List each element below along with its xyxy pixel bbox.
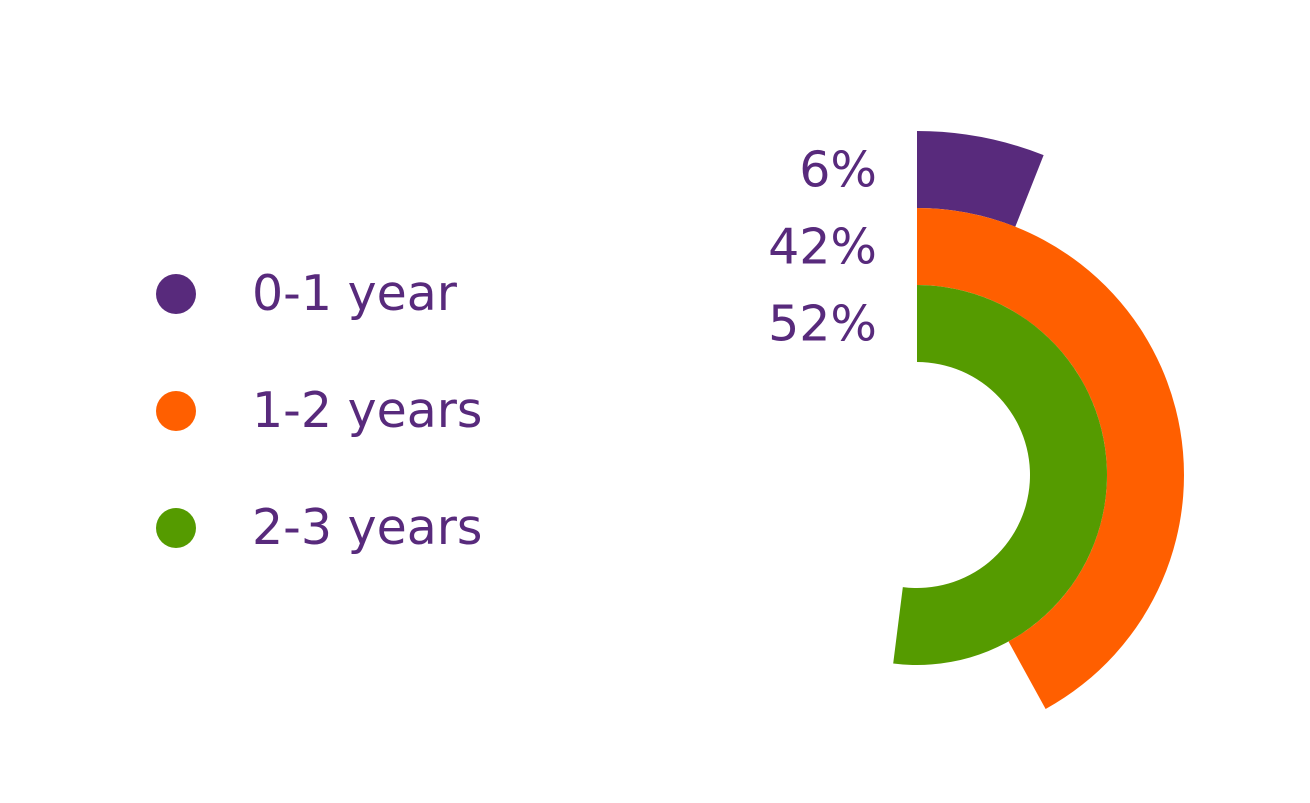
legend-swatch-1-2-years <box>156 391 196 431</box>
legend-swatch-2-3-years <box>156 508 196 548</box>
value-label-0-1-year: 6% <box>799 142 877 199</box>
legend-item-2-3-years: 2-3 years <box>156 499 482 557</box>
bar-0-1-year <box>917 131 1044 227</box>
legend-label-1-2-years: 1-2 years <box>252 382 483 439</box>
bar-1-2-years <box>917 208 1184 709</box>
legend-item-1-2-years: 1-2 years <box>156 382 482 440</box>
legend-label-2-3-years: 2-3 years <box>252 499 483 556</box>
legend-item-0-1-year: 0-1 year <box>156 265 482 323</box>
value-label-1-2-years: 42% <box>768 219 877 276</box>
value-label-2-3-years: 52% <box>768 296 877 353</box>
chart-legend: 0-1 year 1-2 years 2-3 years <box>156 265 482 557</box>
legend-label-0-1-year: 0-1 year <box>252 265 457 322</box>
bar-2-3-years <box>893 285 1108 665</box>
legend-swatch-0-1-year <box>156 274 196 314</box>
